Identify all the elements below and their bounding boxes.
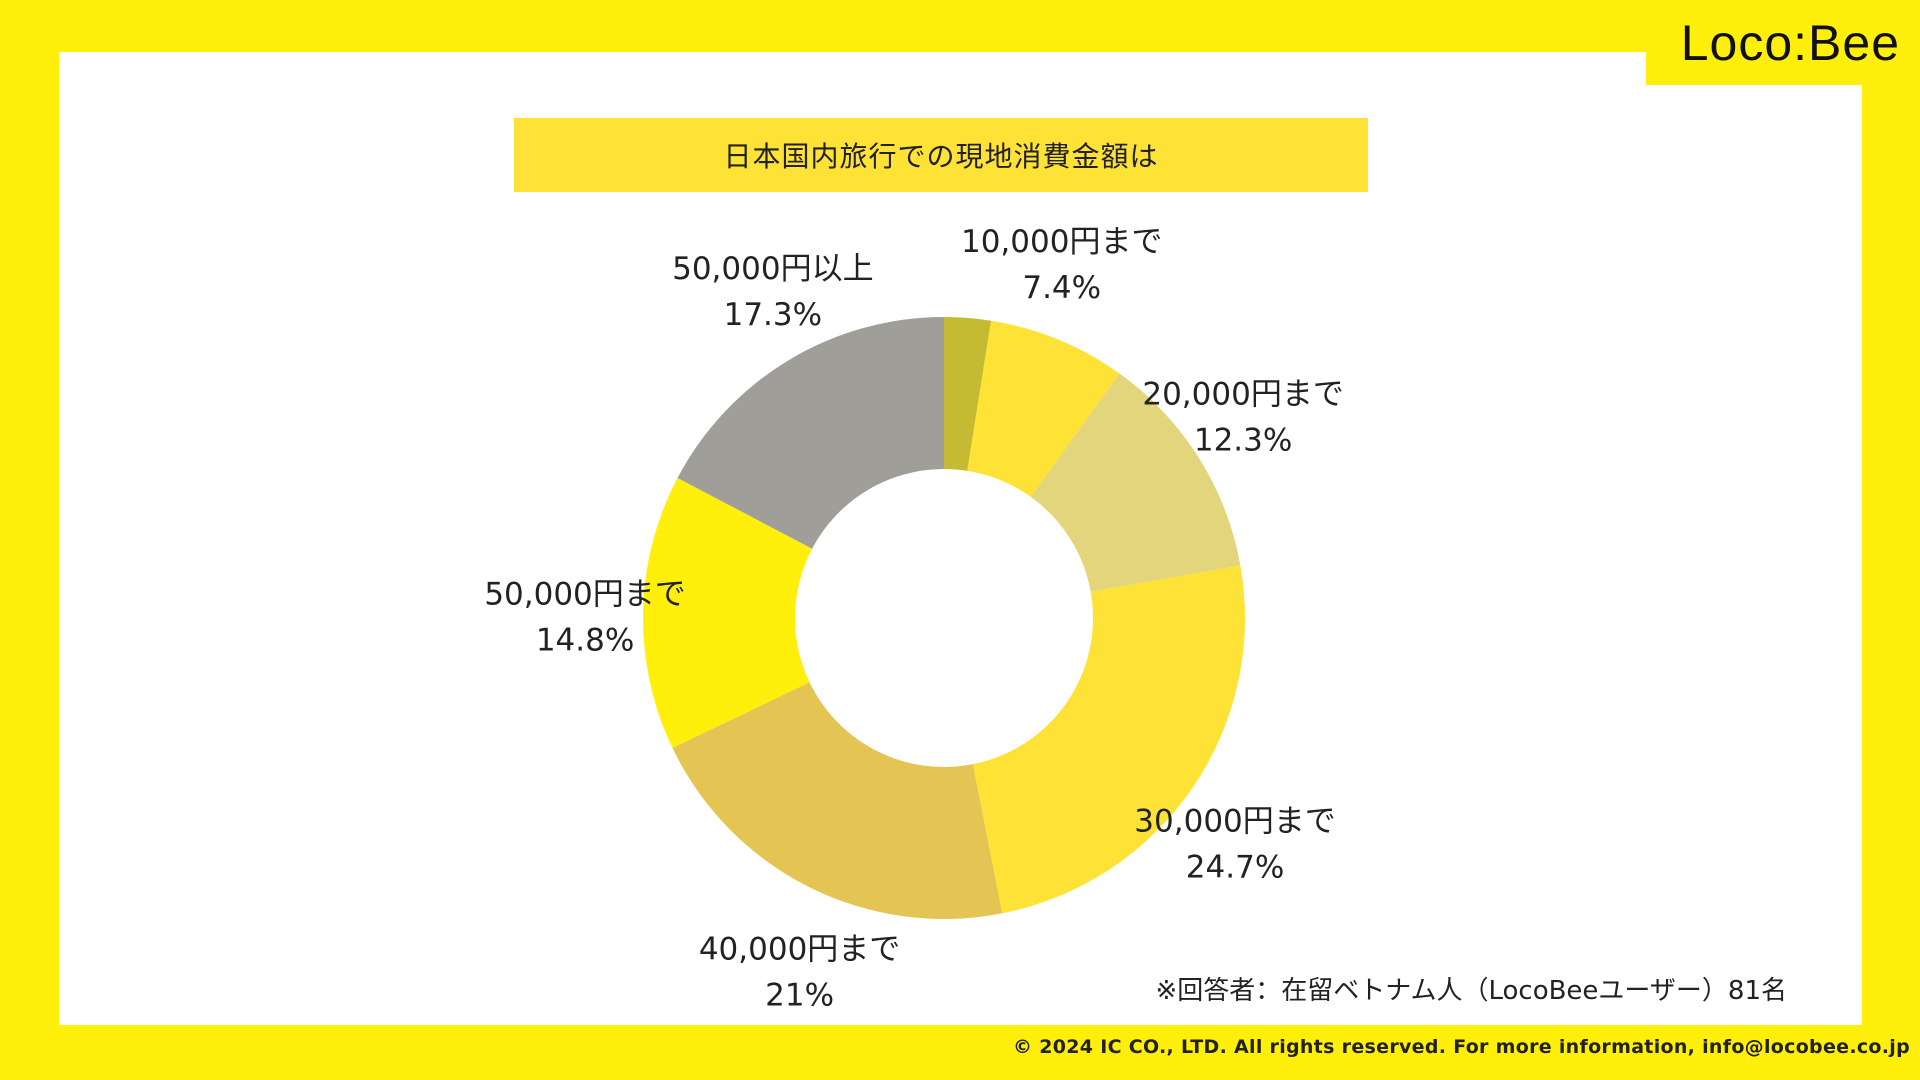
respondent-note: ※回答者：在留ベトナム人（LocoBeeユーザー）81名 — [1155, 976, 1787, 1006]
slice-labels: 10,000円まで 7.4% 20,000円まで 12.3% 30,000円まで 24.7… — [484, 224, 1344, 1014]
percent-label: 21% — [765, 978, 834, 1014]
locobee-logo[interactable]: Loco:Bee — [1680, 15, 1900, 71]
slice-6 — [677, 317, 944, 549]
category-label: 50,000円以上 — [672, 251, 873, 287]
donut-slices — [642, 317, 1245, 919]
percent-label: 17.3% — [724, 297, 822, 333]
slice-4 — [672, 682, 1003, 919]
chart-title: 日本国内旅行での現地消費金額は — [723, 140, 1159, 173]
slice-2 — [1030, 373, 1241, 592]
slice-unlabeled — [944, 317, 992, 471]
category-label: 20,000円まで — [1142, 377, 1343, 413]
chart-title-bar: 日本国内旅行での現地消費金額は — [514, 118, 1368, 192]
slice-1 — [967, 320, 1120, 497]
percent-label: 14.8% — [536, 623, 634, 659]
category-label: 40,000円まで — [699, 932, 900, 968]
slice-label-4: 40,000円まで 21% — [699, 932, 900, 1014]
copyright-footer: © 2024 IC CO., LTD. All rights reserved.… — [1013, 1036, 1910, 1058]
slice-label-3: 30,000円まで 24.7% — [1134, 804, 1335, 886]
category-label: 10,000円まで — [961, 224, 1162, 260]
percent-label: 24.7% — [1186, 850, 1284, 886]
logo-tab: Loco:Bee — [1646, 0, 1920, 85]
slice-label-1: 10,000円まで 7.4% — [961, 224, 1162, 306]
slice-5 — [642, 477, 813, 748]
category-label: 30,000円まで — [1134, 804, 1335, 840]
slice-label-6: 50,000円以上 17.3% — [672, 251, 873, 333]
percent-label: 12.3% — [1194, 423, 1292, 459]
percent-label: 7.4% — [1022, 270, 1101, 306]
slice-3 — [972, 565, 1245, 914]
category-label: 50,000円まで — [484, 577, 685, 613]
slice-label-2: 20,000円まで 12.3% — [1142, 377, 1343, 459]
slice-label-5: 50,000円まで 14.8% — [484, 577, 685, 659]
